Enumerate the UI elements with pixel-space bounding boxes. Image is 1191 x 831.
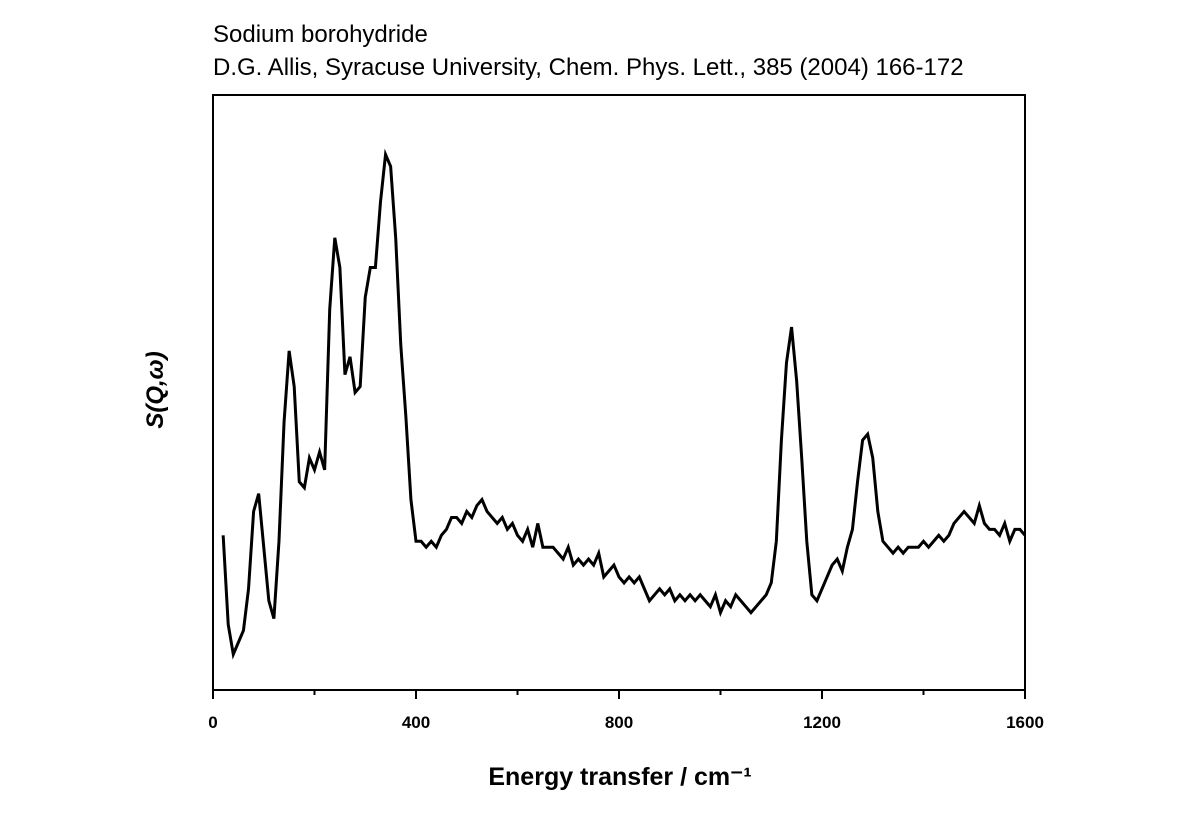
chart-subtitle: D.G. Allis, Syracuse University, Chem. P… xyxy=(213,54,964,81)
x-tick-label: 0 xyxy=(208,713,217,732)
chart-title: Sodium borohydride xyxy=(213,21,428,48)
x-tick-label: 1200 xyxy=(803,713,841,732)
x-tick-label: 400 xyxy=(402,713,430,732)
y-axis-label: S(Q,ω) xyxy=(142,351,169,428)
spectrum-line xyxy=(221,148,1027,660)
x-axis-label: Energy transfer / cm⁻¹ xyxy=(488,763,751,791)
x-tick-label: 800 xyxy=(605,713,633,732)
plot-frame xyxy=(212,94,1026,691)
x-tick-label: 1600 xyxy=(1006,713,1044,732)
